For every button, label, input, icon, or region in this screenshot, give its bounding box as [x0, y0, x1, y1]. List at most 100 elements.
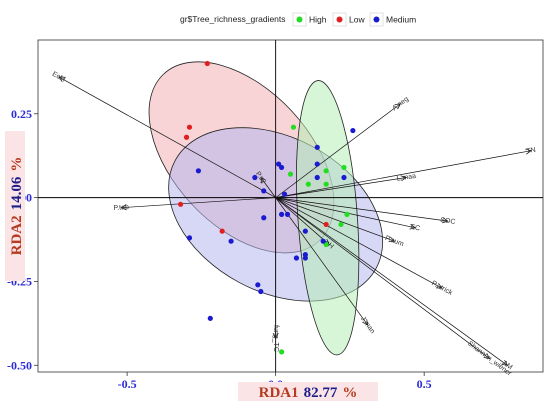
- vector-label-tn: TN: [526, 147, 536, 156]
- point-medium-22: [255, 282, 261, 288]
- point-medium-1: [195, 168, 202, 174]
- point-medium-14: [261, 215, 267, 221]
- vector-arrowhead-ec: [409, 223, 417, 230]
- y-axis-title-unit: %: [9, 157, 25, 172]
- vector-line-soc: [275, 197, 448, 222]
- vector-fung-tc: fung_TC: [272, 197, 279, 352]
- vector-arrowhead-am: [501, 359, 509, 366]
- legend-entry-medium: Medium: [369, 12, 416, 27]
- point-medium-10: [261, 188, 267, 194]
- point-high-7: [344, 211, 350, 217]
- vector-tn: TN: [275, 147, 536, 198]
- vector-arrowhead-fung-tc: [272, 332, 279, 340]
- vector-arrowhead-p-aum: [388, 236, 396, 243]
- point-medium-6: [278, 164, 285, 171]
- vector-l-maa: L.maa: [275, 173, 417, 198]
- point-high-9: [323, 241, 329, 248]
- axis-titles: RDA1 82.77 % RDA2 14.06%: [5, 131, 378, 401]
- vector-line-j-man: [275, 197, 369, 326]
- x-tick-label-3: 0.5: [417, 377, 432, 391]
- vector-label-am: AM: [501, 360, 514, 372]
- vector-line-shannon-wiener: [275, 197, 490, 359]
- point-medium-16: [302, 228, 308, 234]
- vector-line-tn: [275, 150, 532, 198]
- x-axis-title: RDA1 82.77%: [238, 382, 378, 401]
- point-high-4: [341, 164, 347, 171]
- point-high-5: [323, 181, 329, 187]
- vector-line-ecm: [58, 76, 276, 198]
- point-low-1: [204, 60, 210, 67]
- vector-label-ph: pH: [323, 239, 334, 250]
- point-medium-15: [186, 235, 193, 241]
- point-medium-8: [341, 174, 347, 181]
- point-medium-17: [320, 238, 326, 244]
- point-medium-24: [207, 315, 213, 321]
- vector-line-p-tab: [121, 197, 276, 209]
- vector-label-fung-tc: fung_TC: [272, 325, 279, 352]
- legend-symbol-low: [336, 16, 343, 23]
- vector-soc: SOC: [275, 197, 456, 226]
- point-medium-23: [258, 288, 264, 295]
- y-axis-title-name: RDA2: [9, 215, 25, 255]
- legend-entry-high: High: [292, 12, 327, 27]
- vector-line-p-sy: [260, 177, 276, 198]
- x-axis-title-name: RDA1: [259, 385, 299, 401]
- point-medium-9: [252, 174, 258, 181]
- legend: gr$Tree_richness_gradients High Low Medium: [180, 12, 416, 27]
- point-high-3: [323, 168, 329, 174]
- tick-layer: -0.50.00.5-0.50-0.250.000.25: [7, 107, 432, 391]
- legend-label-high: High: [309, 15, 327, 25]
- y-tick-label-1: -0.50: [7, 358, 32, 372]
- vector-arrowhead-ecm: [58, 76, 65, 82]
- point-medium-19: [228, 238, 234, 244]
- point-high-2: [287, 171, 294, 177]
- x-axis-title-value: 82.77: [304, 385, 338, 401]
- vector-line-ph: [275, 197, 330, 245]
- point-medium-13: [284, 211, 291, 217]
- x-axis-title-text: RDA1 82.77%: [259, 385, 358, 401]
- vector-line-l-maa: [275, 177, 407, 198]
- vector-am: AM: [275, 197, 514, 372]
- vector-label-ec: EC: [410, 224, 421, 233]
- y-axis-title: RDA2 14.06%: [5, 131, 25, 281]
- x-axis-title-highlight: [238, 382, 378, 401]
- point-low-6: [323, 221, 329, 228]
- y-axis-title-text: RDA2 14.06%: [9, 157, 25, 256]
- point-high-8: [338, 221, 344, 228]
- vector-arrowhead-a-neg: [394, 103, 402, 110]
- legend-symbol-high: [296, 16, 303, 23]
- x-tick-label-1: -0.5: [118, 377, 137, 391]
- vector-arrowhead-p-atrick: [435, 283, 443, 289]
- point-high-10: [278, 349, 285, 355]
- point-high-1: [290, 124, 297, 130]
- point-medium-5: [276, 161, 282, 167]
- vector-arrowhead-shannon-wiener: [483, 353, 491, 360]
- y-axis-title-highlight: [5, 131, 25, 281]
- legend-symbol-medium: [373, 16, 380, 23]
- y-tick-label-4: 0.25: [11, 107, 32, 121]
- point-low-3: [183, 134, 190, 140]
- vector-arrowhead-p-sy: [260, 176, 267, 184]
- point-medium-4: [314, 161, 320, 167]
- point-medium-2: [350, 127, 356, 134]
- vector-arrowhead-j-man: [362, 319, 369, 326]
- point-low-2: [186, 124, 193, 130]
- legend-entry-low: Low: [332, 12, 365, 27]
- vector-arrowhead-soc: [442, 217, 449, 224]
- point-low-4: [177, 201, 184, 207]
- vector-label-p-tab: P.tab: [113, 204, 129, 212]
- vector-line-p-aum: [275, 197, 395, 242]
- vector-line-am: [275, 197, 508, 366]
- point-medium-12: [278, 211, 285, 217]
- vector-line-p-atrick: [275, 197, 443, 289]
- point-high-6: [305, 181, 311, 187]
- vector-line-a-neg: [275, 103, 401, 198]
- legend-label-medium: Medium: [386, 15, 416, 25]
- y-axis-title-value: 14.06: [9, 176, 25, 210]
- x-axis-title-unit: %: [342, 385, 357, 401]
- vector-p-tab: P.tab: [113, 197, 276, 212]
- plot-panel: [37, 39, 544, 373]
- legend-title: gr$Tree_richness_gradients: [180, 14, 286, 24]
